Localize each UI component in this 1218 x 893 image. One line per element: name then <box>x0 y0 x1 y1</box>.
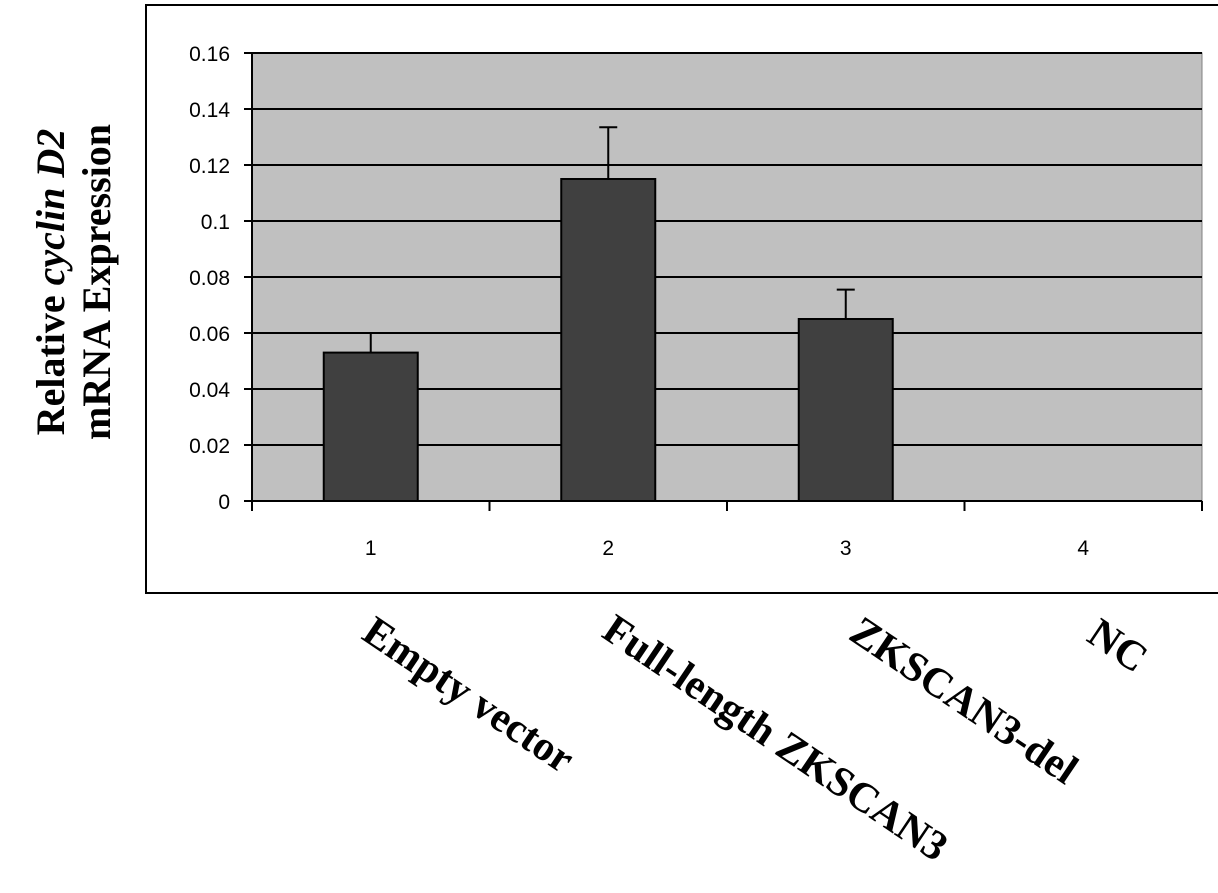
y-tick-label: 0.08 <box>189 267 230 290</box>
x-tick-label: 1 <box>365 537 377 560</box>
category-label: NC <box>1079 610 1155 682</box>
y-tick-label: 0.16 <box>189 43 230 66</box>
y-tick-label: 0.06 <box>189 323 230 346</box>
y-axis-title-gene: cyclin D2 <box>28 129 73 286</box>
x-tick-labels: 1 2 3 4 <box>365 537 1090 560</box>
x-tick-label: 4 <box>1077 537 1089 560</box>
bars <box>322 178 894 502</box>
y-tick-label: 0.02 <box>189 435 230 458</box>
y-axis-title-line2: mRNA Expression <box>74 124 119 440</box>
y-tick-labels: 0 0.02 0.04 0.06 0.08 0.1 0.12 0.14 0.16 <box>189 43 230 514</box>
y-axis-title: Relative cyclin D2 <box>28 129 73 436</box>
bar <box>560 178 657 502</box>
x-tick-label: 3 <box>840 537 852 560</box>
error-bars <box>361 126 855 353</box>
y-tick-label: 0.14 <box>189 99 230 122</box>
x-tick-label: 2 <box>602 537 614 560</box>
y-tick-label: 0.04 <box>189 379 230 402</box>
bar <box>797 318 894 502</box>
category-labels: Empty vector Full-length ZKSCAN3ZKSCAN3-d… <box>354 606 1155 871</box>
y-axis-title-prefix: Relative <box>28 285 73 435</box>
axes <box>244 52 1203 511</box>
category-label: Empty vector <box>354 608 582 782</box>
y-tick-label: 0.1 <box>201 211 230 234</box>
y-tick-label: 0.12 <box>189 155 230 178</box>
category-label: ZKSCAN3-del <box>841 608 1085 794</box>
bar <box>322 351 419 502</box>
y-tick-label: 0 <box>218 491 230 514</box>
